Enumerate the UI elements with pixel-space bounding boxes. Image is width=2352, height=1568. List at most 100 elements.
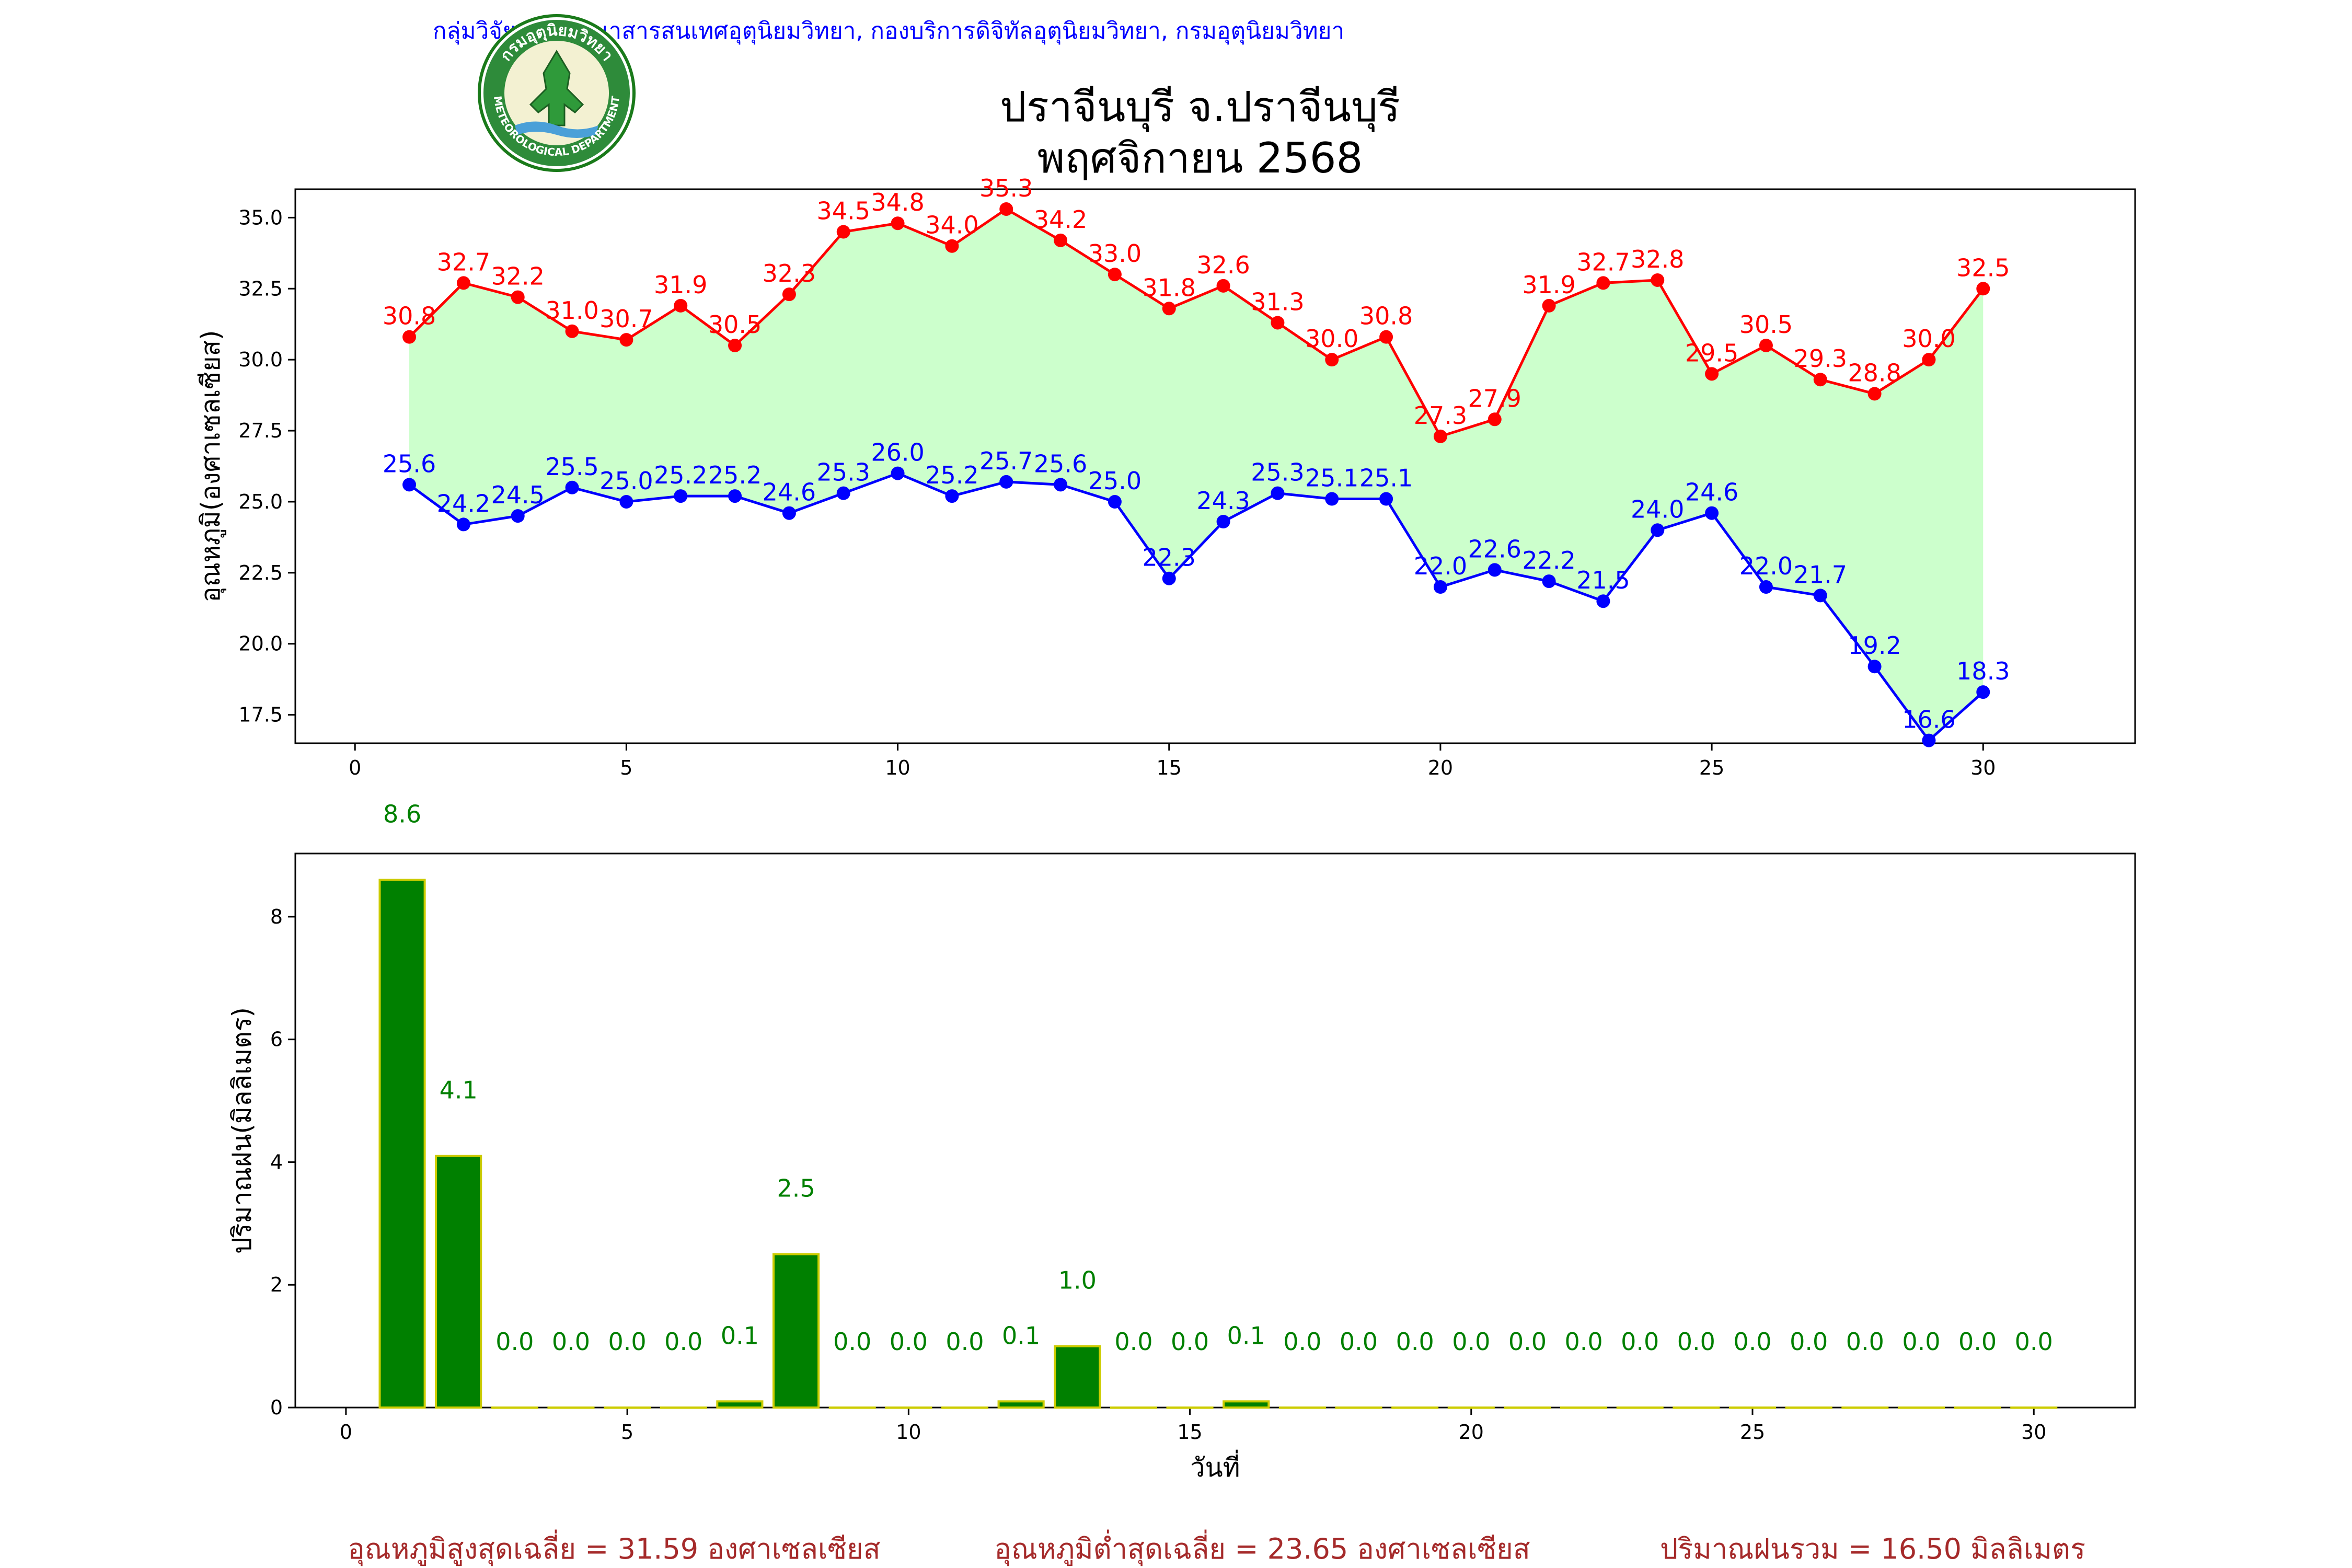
min-temperature-point [619,494,633,509]
logo: กรมอุตุนิยมวิทยา METEOROLOGICAL DEPARTME… [478,14,636,172]
min-temperature-point [1759,580,1773,594]
min-temperature-point [945,489,959,503]
rainfall-value-label: 0.0 [1564,1328,1602,1356]
max-temperature-label: 32.6 [1196,251,1250,279]
rainfall-value-label: 0.0 [1452,1328,1490,1356]
min-temperature-label: 22.2 [1522,546,1575,574]
rainfall-value-label: 0.0 [1902,1328,1940,1356]
min-temperature-point [1433,580,1447,594]
max-temperature-point [1488,412,1502,426]
rainfall-x-tick-label: 30 [2021,1421,2046,1444]
rainfall-value-label: 0.1 [721,1321,759,1350]
rainfall-value-label: 1.0 [1058,1266,1097,1295]
rainfall-panel: 0 5 10 15 20 25 30 0 2 4 6 8 8.6 4.1 0.0 0.0 0.0 0.0 0.1 2.… [270,800,2136,1444]
temperature-x-tick-label: 15 [1157,756,1182,779]
min-temperature-label: 21.7 [1794,560,1847,589]
max-temperature-label: 32.5 [1956,253,2010,282]
temperature-panel: 0 5 10 15 20 25 30 17.5 20.0 22.5 25.0 27.5 30.0 32.5… [238,174,2136,779]
max-temperature-point [1054,233,1068,247]
rainfall-y-tick-label: 6 [270,1028,283,1051]
rainfall-value-label: 0.0 [1340,1328,1378,1356]
rainfall-bar [997,1400,1045,1409]
min-temperature-point [1488,563,1502,577]
temperature-y-tick-label: 30.0 [238,348,283,371]
min-temperature-point [836,486,850,500]
rainfall-value-label: 0.0 [1508,1328,1547,1356]
summary-total-rain: ปริมาณฝนรวม = 16.50 มิลลิเมตร [1660,1532,2085,1565]
rainfall-x-tick-label: 25 [1740,1421,1765,1444]
max-temperature-label: 34.0 [925,211,978,239]
min-temperature-point [728,489,742,503]
max-temperature-point [1162,302,1176,316]
max-temperature-point [1867,387,1882,401]
temperature-x-tick-label: 10 [885,756,910,779]
min-temperature-point [1651,523,1665,537]
max-temperature-label: 32.8 [1631,245,1684,273]
max-temperature-point [1108,268,1122,282]
max-temperature-point [836,225,850,239]
min-temperature-label: 22.6 [1468,535,1521,563]
min-temperature-label: 16.6 [1902,706,1955,734]
rainfall-value-label: 0.0 [1283,1328,1321,1356]
max-temperature-point [565,324,579,338]
min-temperature-point [674,489,688,503]
max-temperature-point [999,202,1013,216]
max-temperature-label: 30.0 [1902,325,1955,353]
temperature-y-tick-label: 32.5 [238,277,283,300]
rainfall-value-label: 0.0 [1677,1328,1715,1356]
min-temperature-label: 24.0 [1631,495,1684,523]
max-temperature-point [1433,429,1447,443]
logo-water [515,121,598,138]
min-temperature-label: 25.2 [708,461,762,489]
max-temperature-point [891,216,905,230]
max-temperature-point [619,333,633,347]
min-temperature-label: 25.2 [654,461,707,489]
max-temperature-point [1325,353,1339,367]
min-temperature-point [456,517,470,532]
rainfall-value-label: 0.0 [608,1328,647,1356]
min-temperature-point [1054,478,1068,492]
max-temperature-point [1813,373,1827,387]
max-temperature-point [674,298,688,313]
min-temperature-label: 22.0 [1414,552,1467,580]
min-temperature-label: 24.5 [491,481,545,509]
min-temperature-point [1596,594,1610,608]
rainfall-value-label: 0.0 [1733,1328,1771,1356]
rainfall-y-tick-label: 4 [270,1150,283,1173]
min-temperature-point [891,466,905,480]
max-temperature-label: 34.5 [817,197,870,225]
rainfall-value-label: 0.0 [1846,1328,1884,1356]
rainfall-value-label: 4.1 [440,1076,478,1104]
rainfall-bar [1223,1400,1270,1409]
rainfall-value-label: 0.0 [833,1328,871,1356]
max-temperature-label: 27.3 [1414,401,1467,430]
rainfall-value-label: 0.0 [495,1328,534,1356]
rainfall-x-tick-label: 15 [1177,1421,1202,1444]
min-temperature-point [565,480,579,494]
max-temperature-point [456,276,470,290]
max-temperature-point [511,290,525,304]
rainfall-value-label: 0.0 [1114,1328,1152,1356]
rainfall-value-label: 0.0 [1396,1328,1434,1356]
rainfall-y-tick-label: 2 [270,1273,283,1296]
rainfall-value-label: 0.0 [664,1328,702,1356]
max-temperature-label: 28.8 [1848,359,1901,387]
max-temperature-label: 34.2 [1034,205,1087,234]
temperature-x-tick-label: 5 [620,756,632,779]
min-temperature-point [1108,494,1122,509]
temperature-y-tick-label: 17.5 [238,704,283,727]
min-temperature-label: 25.0 [1088,467,1142,495]
min-temperature-line [408,471,1984,743]
max-temperature-label: 29.5 [1685,339,1738,367]
temperature-y-tick-label: 35.0 [238,206,283,229]
max-temperature-label: 31.9 [654,271,707,299]
rainfall-x-tick-label: 10 [896,1421,921,1444]
max-temperature-label: 32.7 [1576,248,1630,276]
min-temperature-label: 25.5 [545,453,598,481]
max-temperature-point [1271,316,1285,330]
min-temperature-point [511,509,525,523]
min-temperature-label: 25.1 [1359,464,1413,492]
min-temperature-point [402,478,417,492]
temperature-range-fill [409,209,1984,741]
min-temperature-point [1542,574,1556,589]
